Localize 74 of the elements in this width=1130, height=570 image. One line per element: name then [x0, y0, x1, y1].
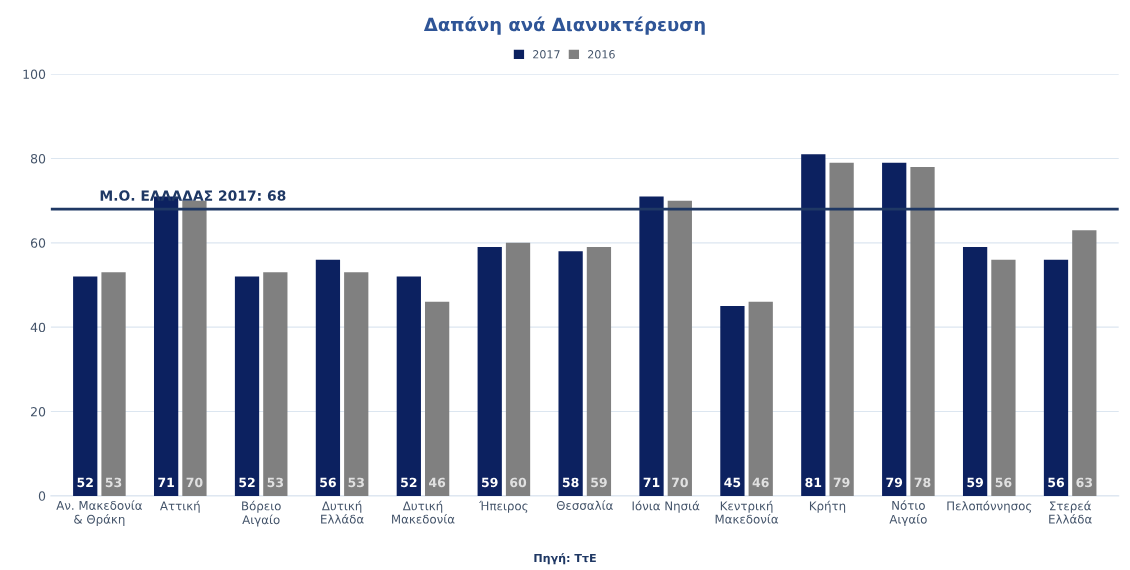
bar — [667, 200, 692, 496]
data-label: 71 — [158, 477, 174, 487]
x-tick-label: Θεσσαλία — [556, 500, 613, 510]
chart-title: Δαπάνη ανά Διανυκτέρευση — [423, 16, 705, 35]
data-label: 59 — [591, 477, 607, 488]
bar — [234, 276, 260, 496]
x-tick-label: Στερεά Ελλάδα — [1049, 500, 1092, 524]
x-tick-label: Ήπειρος — [479, 500, 528, 513]
data-label: 79 — [886, 477, 903, 488]
x-tick-label: Βόρειο Αιγαίο — [242, 500, 281, 527]
data-label: 60 — [510, 477, 527, 488]
legend-label: 2016 — [588, 50, 615, 59]
data-label: 52 — [239, 477, 255, 488]
bar — [344, 272, 369, 496]
bar — [991, 259, 1016, 496]
bar — [720, 306, 745, 496]
data-label: 79 — [833, 477, 850, 488]
data-label: 59 — [481, 477, 498, 488]
x-tick-label: Αν. Μακεδονία & Θράκη — [56, 500, 142, 526]
bar — [829, 162, 854, 496]
x-tick-label: Ιόνια Νησιά — [632, 500, 700, 513]
bar — [263, 272, 288, 496]
bar — [73, 276, 98, 496]
bar — [182, 200, 207, 496]
bar — [910, 166, 935, 496]
bar — [962, 247, 988, 496]
data-label: 63 — [1076, 477, 1093, 488]
x-tick-label: Κεντρική Μακεδονία — [715, 500, 779, 524]
bar — [639, 196, 664, 496]
data-label: 46 — [752, 477, 769, 488]
x-tick-label: Κρήτη — [809, 500, 846, 513]
x-tick-label: Δυτική Μακεδονία — [392, 500, 455, 524]
y-tick-label: 40 — [30, 322, 46, 333]
x-tick-label: Δυτική Ελλάδα — [321, 500, 364, 524]
y-tick-label: 60 — [30, 238, 46, 248]
y-tick-label: 80 — [30, 153, 46, 164]
data-label: 52 — [77, 477, 93, 488]
bar — [586, 247, 612, 496]
data-label: 46 — [429, 477, 446, 488]
bar — [396, 276, 421, 496]
data-label: 70 — [186, 477, 203, 488]
data-label: 53 — [348, 477, 364, 488]
bar — [315, 259, 341, 496]
y-tick-label: 0 — [38, 491, 46, 501]
data-label: 56 — [320, 477, 336, 488]
data-label: 52 — [401, 477, 417, 488]
data-label: 58 — [562, 477, 579, 488]
data-label: 56 — [1048, 477, 1065, 488]
bar — [505, 242, 531, 496]
bar — [558, 251, 583, 496]
data-label: 70 — [671, 477, 688, 488]
y-tick-label: 100 — [23, 69, 46, 80]
x-tick-label: Νότιο Αιγαίο — [889, 500, 927, 526]
bar — [748, 301, 773, 496]
text: Πηγή: ΤτΕ — [534, 553, 596, 565]
bar — [425, 301, 450, 496]
bar — [1072, 230, 1097, 496]
bar — [882, 162, 907, 496]
data-label: 59 — [967, 477, 984, 488]
data-label: 53 — [267, 477, 284, 488]
data-label: 53 — [105, 477, 122, 488]
bar — [101, 272, 126, 496]
bar — [1043, 259, 1069, 496]
legend-label: 2017 — [533, 50, 560, 59]
data-label: 71 — [643, 477, 660, 487]
data-label: 78 — [914, 477, 931, 488]
x-tick-label: Αττική — [160, 500, 200, 513]
bar — [801, 154, 826, 496]
data-label: 81 — [805, 477, 822, 488]
data-label: 56 — [995, 477, 1012, 488]
y-tick-label: 20 — [31, 407, 46, 417]
x-tick-label: Πελοπόννησος — [947, 500, 1032, 513]
data-label: 45 — [724, 477, 741, 488]
bar — [477, 247, 502, 496]
